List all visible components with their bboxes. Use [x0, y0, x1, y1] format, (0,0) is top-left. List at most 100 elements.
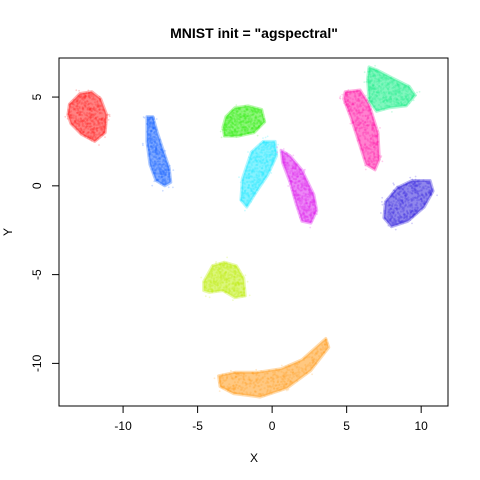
point	[259, 393, 262, 395]
point	[98, 123, 101, 126]
point	[83, 112, 86, 115]
point	[264, 143, 267, 146]
point	[208, 280, 212, 283]
point	[404, 200, 407, 203]
point	[247, 112, 250, 115]
point	[375, 135, 378, 138]
point	[250, 169, 253, 172]
point	[418, 195, 421, 198]
point	[309, 209, 312, 212]
point	[225, 124, 228, 127]
point	[252, 124, 256, 127]
point	[291, 189, 294, 192]
point	[309, 200, 312, 204]
point	[97, 122, 100, 125]
point	[238, 121, 241, 124]
point	[414, 189, 418, 192]
point	[402, 98, 406, 101]
point	[297, 188, 301, 191]
point	[239, 115, 242, 118]
point	[248, 117, 251, 120]
point	[341, 93, 344, 96]
point	[427, 182, 430, 185]
point	[237, 282, 240, 285]
point	[254, 126, 257, 129]
point	[283, 385, 286, 388]
point	[235, 282, 238, 285]
point	[256, 111, 259, 114]
point	[260, 393, 263, 396]
point	[373, 74, 376, 77]
point	[232, 384, 235, 387]
point	[70, 122, 73, 125]
point	[151, 141, 154, 145]
point	[400, 219, 403, 222]
point	[426, 181, 429, 184]
point	[219, 272, 222, 275]
point	[397, 90, 400, 93]
point	[155, 145, 158, 148]
point	[414, 178, 417, 181]
point	[347, 98, 350, 101]
point	[281, 383, 284, 386]
point	[346, 103, 349, 106]
point	[358, 129, 361, 133]
point	[242, 179, 245, 182]
point	[243, 182, 247, 186]
point	[310, 199, 314, 202]
point	[324, 338, 328, 341]
point	[265, 372, 268, 375]
point	[399, 195, 403, 198]
point	[348, 91, 352, 94]
point	[225, 122, 228, 125]
point	[267, 381, 270, 384]
point	[256, 122, 259, 125]
point	[343, 102, 345, 105]
point	[370, 96, 373, 99]
point	[403, 206, 406, 209]
point	[229, 135, 232, 138]
point	[291, 171, 294, 174]
point	[368, 78, 371, 81]
point	[227, 278, 230, 281]
point	[366, 80, 369, 83]
point	[404, 184, 407, 187]
point	[233, 117, 236, 120]
point	[148, 137, 151, 140]
point	[98, 108, 101, 111]
point	[282, 161, 285, 164]
point	[370, 148, 373, 151]
point	[312, 360, 316, 363]
point	[358, 141, 361, 144]
point	[247, 108, 250, 111]
point	[358, 100, 361, 103]
point	[155, 146, 158, 149]
point	[391, 83, 394, 86]
point	[427, 190, 430, 193]
point	[80, 102, 83, 105]
point	[93, 101, 97, 104]
point	[164, 173, 167, 176]
point	[360, 101, 363, 104]
point	[228, 289, 231, 292]
point	[324, 343, 327, 346]
point	[291, 371, 295, 374]
point	[217, 283, 220, 287]
point	[232, 386, 235, 390]
point	[428, 189, 431, 192]
point	[85, 125, 88, 128]
point	[303, 169, 305, 172]
point	[245, 122, 248, 125]
point	[388, 218, 391, 222]
point	[247, 200, 250, 203]
point	[223, 274, 226, 277]
point	[259, 182, 262, 185]
point	[354, 93, 357, 96]
point	[273, 148, 277, 151]
point	[152, 122, 155, 125]
point	[373, 123, 376, 126]
point	[294, 164, 297, 167]
point	[96, 137, 100, 140]
point	[393, 207, 396, 210]
point	[421, 206, 424, 209]
